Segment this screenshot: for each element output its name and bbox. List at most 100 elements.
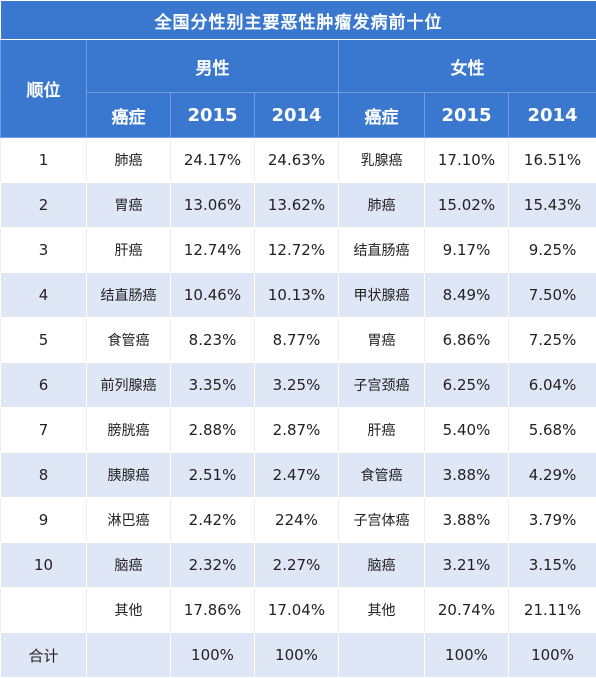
- female-cancer-cell: [338, 632, 425, 678]
- female-2015-total-cell: 100%: [424, 632, 509, 678]
- male-cancer-cell: 胰腺癌: [86, 452, 171, 498]
- female-2014-cell: 15.43%: [507, 182, 596, 228]
- male-2015-cell: 2.42%: [170, 497, 255, 543]
- female-cancer-cell: 子宫颈癌: [338, 362, 425, 408]
- female-cancer-cell: 食管癌: [338, 452, 425, 498]
- female-cancer-cell: 其他: [338, 587, 425, 633]
- female-cancer-cell: 甲状腺癌: [338, 272, 425, 318]
- female-cancer-cell: 脑癌: [338, 542, 425, 588]
- table-row: 6 前列腺癌 3.35% 3.25% 子宫颈癌 6.25% 6.04%: [0, 362, 596, 408]
- male-2015-cell: 13.06%: [170, 182, 255, 228]
- female-cancer-cell: 结直肠癌: [338, 227, 425, 273]
- table-row: 2 胃癌 13.06% 13.62% 肺癌 15.02% 15.43%: [0, 182, 596, 228]
- male-2014-header: 2014: [254, 92, 339, 138]
- male-2014-cell: 2.27%: [254, 542, 339, 588]
- female-cancer-cell: 乳腺癌: [338, 137, 425, 183]
- rank-cell: 7: [0, 407, 87, 453]
- male-cancer-cell: 淋巴癌: [86, 497, 171, 543]
- female-2014-cell: 21.11%: [507, 587, 596, 633]
- female-2015-cell: 8.49%: [424, 272, 509, 318]
- male-2014-cell: 3.25%: [254, 362, 339, 408]
- male-2014-cell: 12.72%: [254, 227, 339, 273]
- male-2015-cell: 2.51%: [170, 452, 255, 498]
- table-row: 10 脑癌 2.32% 2.27% 脑癌 3.21% 3.15%: [0, 542, 596, 588]
- female-2014-cell: 7.25%: [507, 317, 596, 363]
- female-2014-header: 2014: [507, 92, 596, 138]
- rank-cell: 2: [0, 182, 87, 228]
- female-cancer-cell: 胃癌: [338, 317, 425, 363]
- female-2015-cell: 3.21%: [424, 542, 509, 588]
- rank-cell: 1: [0, 137, 87, 183]
- female-header: 女性: [337, 39, 596, 93]
- female-2015-cell: 3.88%: [424, 452, 509, 498]
- male-2014-cell: 17.04%: [254, 587, 339, 633]
- female-2014-cell: 7.50%: [507, 272, 596, 318]
- male-2014-cell: 2.47%: [254, 452, 339, 498]
- male-cancer-cell: 其他: [86, 587, 171, 633]
- table-row: 7 膀胱癌 2.88% 2.87% 肝癌 5.40% 5.68%: [0, 407, 596, 453]
- table-row: 1 肺癌 24.17% 24.63% 乳腺癌 17.10% 16.51%: [0, 137, 596, 183]
- female-2014-total-cell: 100%: [507, 632, 596, 678]
- male-2015-cell: 10.46%: [170, 272, 255, 318]
- female-cancer-cell: 子宫体癌: [338, 497, 425, 543]
- female-2015-cell: 6.25%: [424, 362, 509, 408]
- female-2014-cell: 6.04%: [507, 362, 596, 408]
- male-2015-cell: 17.86%: [170, 587, 255, 633]
- male-2015-cell: 2.88%: [170, 407, 255, 453]
- female-2014-cell: 9.25%: [507, 227, 596, 273]
- male-cancer-cell: 前列腺癌: [86, 362, 171, 408]
- female-2014-cell: 16.51%: [507, 137, 596, 183]
- female-2015-cell: 3.88%: [424, 497, 509, 543]
- female-cancer-header: 癌症: [338, 92, 425, 138]
- male-2014-cell: 24.63%: [254, 137, 339, 183]
- rank-cell: 3: [0, 227, 87, 273]
- female-2015-header: 2015: [424, 92, 509, 138]
- female-2014-cell: 4.29%: [507, 452, 596, 498]
- table-row: 其他 17.86% 17.04% 其他 20.74% 21.11%: [0, 587, 596, 633]
- male-2015-cell: 8.23%: [170, 317, 255, 363]
- table-row: 4 结直肠癌 10.46% 10.13% 甲状腺癌 8.49% 7.50%: [0, 272, 596, 318]
- table-row: 3 肝癌 12.74% 12.72% 结直肠癌 9.17% 9.25%: [0, 227, 596, 273]
- male-cancer-cell: 膀胱癌: [86, 407, 171, 453]
- female-cancer-cell: 肝癌: [338, 407, 425, 453]
- male-2015-header: 2015: [170, 92, 255, 138]
- male-cancer-cell: 食管癌: [86, 317, 171, 363]
- male-2014-cell: 13.62%: [254, 182, 339, 228]
- male-cancer-cell: 脑癌: [86, 542, 171, 588]
- female-2015-cell: 6.86%: [424, 317, 509, 363]
- total-label-cell: 合计: [0, 632, 87, 678]
- rank-cell: 5: [0, 317, 87, 363]
- male-cancer-cell: 肝癌: [86, 227, 171, 273]
- male-2015-cell: 24.17%: [170, 137, 255, 183]
- table-row: 8 胰腺癌 2.51% 2.47% 食管癌 3.88% 4.29%: [0, 452, 596, 498]
- female-2015-cell: 20.74%: [424, 587, 509, 633]
- male-cancer-cell: [86, 632, 171, 678]
- male-2015-cell: 3.35%: [170, 362, 255, 408]
- male-cancer-cell: 肺癌: [86, 137, 171, 183]
- table-body: 1 肺癌 24.17% 24.63% 乳腺癌 17.10% 16.51% 2 胃…: [0, 137, 596, 678]
- male-header: 男性: [86, 39, 339, 93]
- female-2014-cell: 3.15%: [507, 542, 596, 588]
- female-2014-cell: 3.79%: [507, 497, 596, 543]
- male-2014-total-cell: 100%: [254, 632, 339, 678]
- female-2015-cell: 17.10%: [424, 137, 509, 183]
- female-2015-cell: 5.40%: [424, 407, 509, 453]
- rank-cell: 9: [0, 497, 87, 543]
- female-cancer-cell: 肺癌: [338, 182, 425, 228]
- male-2014-cell: 2.87%: [254, 407, 339, 453]
- female-2015-cell: 9.17%: [424, 227, 509, 273]
- female-2015-cell: 15.02%: [424, 182, 509, 228]
- male-2015-cell: 12.74%: [170, 227, 255, 273]
- male-2014-cell: 224%: [254, 497, 339, 543]
- rank-cell: [0, 587, 87, 633]
- male-2015-cell: 2.32%: [170, 542, 255, 588]
- table-row: 9 淋巴癌 2.42% 224% 子宫体癌 3.88% 3.79%: [0, 497, 596, 543]
- rank-cell: 8: [0, 452, 87, 498]
- rank-cell: 10: [0, 542, 87, 588]
- male-2015-total-cell: 100%: [170, 632, 255, 678]
- table-row: 5 食管癌 8.23% 8.77% 胃癌 6.86% 7.25%: [0, 317, 596, 363]
- table-title: 全国分性别主要恶性肿瘤发病前十位: [0, 0, 596, 40]
- female-2014-cell: 5.68%: [507, 407, 596, 453]
